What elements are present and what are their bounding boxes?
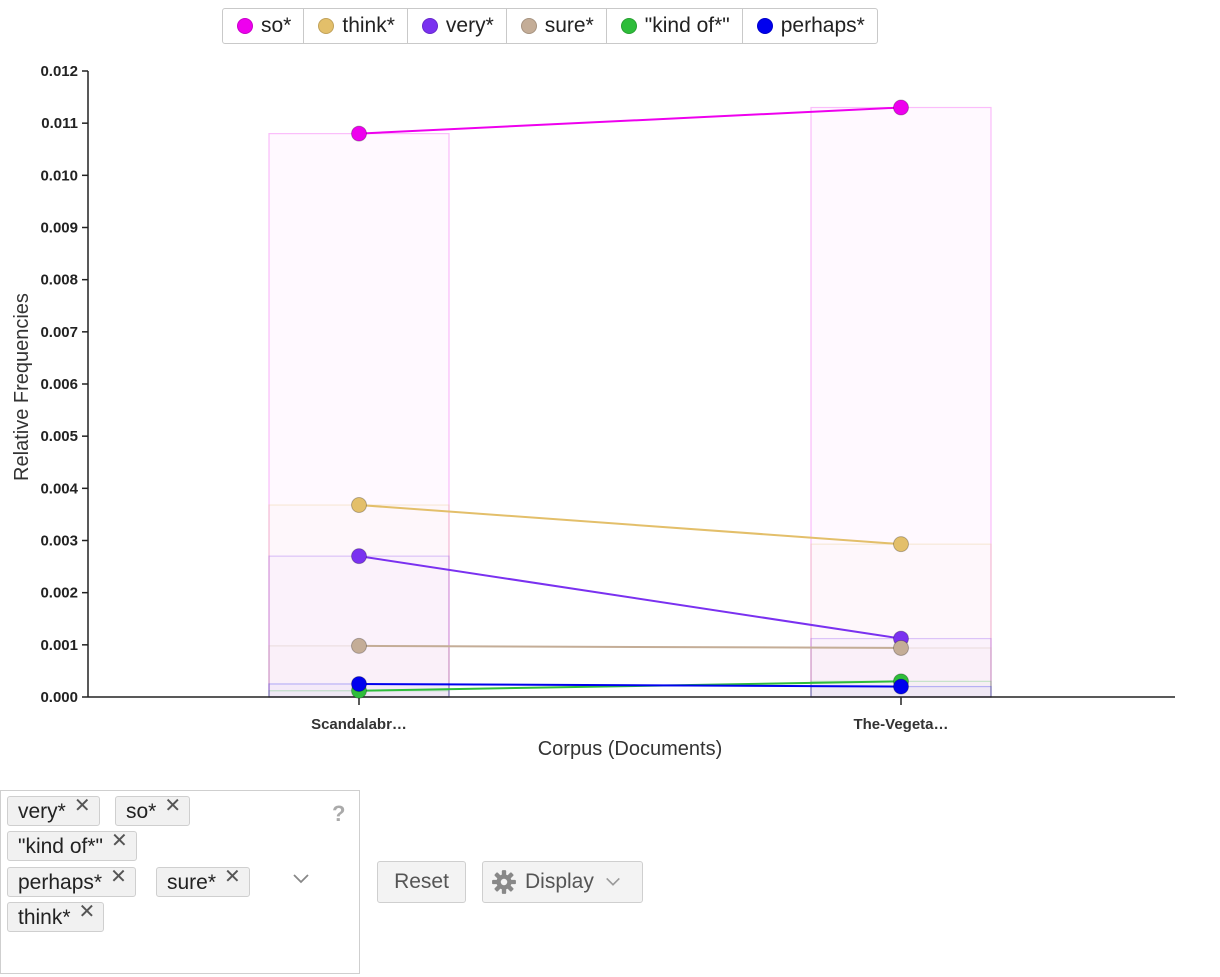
close-icon[interactable]: ✕ [110,830,128,852]
y-tick-label: 0.011 [41,115,78,132]
data-point-perhaps[interactable] [893,678,909,695]
series-line-so [358,106,902,135]
chevron-down-icon[interactable] [291,869,311,889]
x-tick-label: Scandalabr… [311,716,407,733]
legend-swatch [421,18,438,34]
y-tick-label: 0.007 [40,324,78,341]
chart-legend: so* think* very* sure* "kind of*" perhaps* [222,8,878,44]
reset-button[interactable]: Reset [377,861,466,903]
points-layer [351,99,909,699]
series-line-very [358,555,902,640]
legend-swatch [620,18,637,34]
y-tick-label: 0.003 [40,533,78,550]
data-point-perhaps[interactable] [351,675,367,692]
y-tick-label: 0.000 [40,689,78,706]
legend-swatch [318,18,335,34]
y-tick-label: 0.004 [40,480,78,497]
data-point-think[interactable] [893,536,909,553]
data-point-so[interactable] [893,99,909,116]
term-chip-so: so* ✕ [115,795,191,826]
display-button[interactable]: Display [482,861,643,903]
legend-swatch [237,18,253,34]
x-tick-label: The-Vegeta… [853,716,948,733]
close-icon[interactable]: ✕ [78,901,96,923]
bars-layer [268,106,992,698]
legend-item-kind-of[interactable]: "kind of*" [607,9,743,43]
y-tick-label: 0.009 [40,220,78,237]
legend-item-very[interactable]: very* [408,9,507,43]
series-line-think [358,504,902,546]
legend-label: perhaps* [780,14,865,37]
term-chip-kind-of: "kind of*" ✕ [7,830,137,861]
legend-item-so[interactable]: so* [223,9,305,43]
legend-label: very* [445,14,494,37]
close-icon[interactable]: ✕ [224,866,241,888]
term-chip-label: sure* [167,870,217,894]
legend-item-sure[interactable]: sure* [507,9,607,43]
data-point-think[interactable] [351,497,367,514]
term-chip-label: so* [126,799,157,823]
legend-label: so* [261,14,292,37]
term-selector[interactable]: very* ✕ so* ✕ "kind of*" ✕ perhaps* ✕ sure* ✕ thin… [0,790,360,974]
y-tick-label: 0.006 [40,376,78,393]
legend-label: think* [342,14,395,37]
series-line-sure [358,644,902,649]
series-line-perhaps [358,682,902,688]
chevron-down-icon [605,877,620,886]
legend-item-think[interactable]: think* [304,9,408,43]
term-chip-think: think* ✕ [7,901,105,932]
gear-icon [492,870,516,894]
term-chip-very: very* ✕ [7,795,100,826]
term-chip-label: think* [18,905,71,929]
y-axis-title: Relative Frequencies [11,293,33,481]
display-button-label: Display [525,870,594,893]
close-icon[interactable]: ✕ [73,795,91,817]
close-icon[interactable]: ✕ [110,866,127,888]
data-point-sure[interactable] [893,639,909,656]
y-tick-label: 0.012 [40,63,78,80]
data-point-very[interactable] [351,548,367,565]
reset-button-label: Reset [394,870,449,893]
y-tick-label: 0.002 [40,585,78,602]
legend-label: sure* [544,14,594,37]
term-chip-perhaps: perhaps* ✕ [7,866,136,897]
term-chip-label: "kind of*" [18,834,103,858]
y-tick-label: 0.005 [40,428,78,445]
y-tick-label: 0.010 [40,167,78,184]
legend-swatch [520,18,537,34]
legend-swatch [756,18,773,34]
legend-label: "kind of*" [644,14,730,37]
data-point-sure[interactable] [351,637,367,654]
y-tick-label: 0.008 [40,272,78,289]
lines-layer [358,106,902,692]
close-icon[interactable]: ✕ [164,795,182,817]
axes-layer: 0.000 0.001 0.002 0.003 0.004 0.005 0.006 0.007… [40,63,1175,733]
y-tick-label: 0.001 [40,637,78,654]
x-axis-title: Corpus (Documents) [538,738,723,760]
chart: 0.000 0.001 0.002 0.003 0.004 0.005 0.006 0.007… [11,63,1175,760]
term-chip-label: perhaps* [18,870,103,894]
legend-item-perhaps[interactable]: perhaps* [743,9,877,43]
term-chip-label: very* [18,799,66,823]
term-chip-sure: sure* ✕ [156,866,250,897]
data-point-so[interactable] [351,125,367,142]
help-icon[interactable]: ? [332,801,346,826]
